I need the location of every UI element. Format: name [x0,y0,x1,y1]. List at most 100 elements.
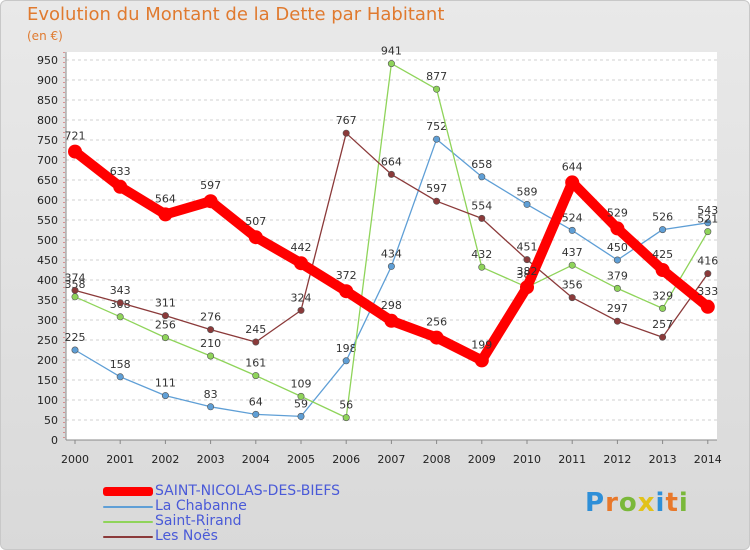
data-point-les-no-s [387,170,395,178]
y-tick-label: 500 [37,234,58,247]
y-tick-label: 400 [37,274,58,287]
data-label-saint-rirand: 256 [155,319,176,332]
data-label-les-no-s: 343 [110,284,131,297]
x-tick-label: 2012 [603,453,631,466]
data-label-la-chabanne: 111 [155,377,176,390]
data-point-saint-nicolas-des-biefs [429,330,444,345]
data-point-saint-nicolas-des-biefs [294,256,308,271]
data-label-les-no-s: 554 [471,199,492,212]
data-label-saint-nicolas-des-biefs: 564 [155,192,176,205]
data-label-saint-nicolas-des-biefs: 633 [110,165,131,178]
data-label-la-chabanne: 526 [652,211,673,224]
data-label-saint-nicolas-des-biefs: 298 [381,299,402,312]
data-point-la-chabanne [207,403,215,411]
data-label-saint-rirand: 358 [65,278,86,291]
data-point-la-chabanne [342,357,350,365]
data-point-les-no-s [704,270,712,278]
y-tick-label: 550 [37,214,58,227]
legend-swatch [103,487,153,496]
y-tick-label: 700 [37,154,58,167]
legend-swatch [103,506,153,508]
data-point-les-no-s [478,214,486,222]
data-label-les-no-s: 767 [336,114,357,127]
data-point-saint-nicolas-des-biefs [113,179,128,194]
data-point-la-chabanne [478,173,486,181]
data-label-saint-nicolas-des-biefs: 529 [607,206,628,219]
data-point-les-no-s [568,294,576,302]
data-label-saint-nicolas-des-biefs: 597 [200,179,221,192]
data-label-saint-nicolas-des-biefs: 372 [336,269,357,282]
data-label-les-no-s: 324 [291,291,312,304]
data-label-les-no-s: 664 [381,155,402,168]
data-point-saint-nicolas-des-biefs [520,280,534,295]
data-label-saint-nicolas-des-biefs: 721 [65,130,86,143]
data-label-saint-rirand: 161 [245,357,266,370]
data-label-saint-rirand: 56 [339,399,353,412]
legend-swatch [103,536,153,538]
data-point-les-no-s [433,197,441,205]
y-tick-label: 600 [37,194,58,207]
data-point-la-chabanne [659,226,667,234]
data-point-saint-rirand [433,85,441,93]
data-point-la-chabanne [613,256,621,264]
data-label-la-chabanne: 658 [471,158,492,171]
y-tick-label: 100 [37,394,58,407]
data-label-saint-rirand: 941 [381,45,402,58]
x-tick-label: 2001 [106,453,134,466]
data-label-la-chabanne: 198 [336,342,357,355]
data-label-saint-rirand: 109 [291,377,312,390]
data-label-saint-nicolas-des-biefs: 199 [471,338,492,351]
brand-logo: Proxiti [585,488,689,518]
data-label-saint-nicolas-des-biefs: 425 [652,248,673,261]
x-tick-label: 2008 [423,453,451,466]
y-tick-label: 950 [37,54,58,67]
data-point-la-chabanne [116,373,124,381]
data-label-saint-rirand: 877 [426,70,447,83]
brand-letter: t [665,488,679,518]
y-tick-label: 0 [51,434,58,447]
y-tick-label: 900 [37,74,58,87]
x-tick-label: 2005 [287,453,315,466]
data-point-saint-nicolas-des-biefs [565,175,580,190]
data-point-saint-nicolas-des-biefs [68,144,82,159]
legend-label: Les Noës [155,528,218,544]
data-point-saint-nicolas-des-biefs [610,221,625,236]
data-label-la-chabanne: 752 [426,120,447,133]
data-label-saint-rirand: 379 [607,269,628,282]
x-tick-label: 2010 [513,453,541,466]
data-point-les-no-s [161,312,169,320]
data-point-saint-nicolas-des-biefs [158,207,173,222]
y-tick-label: 150 [37,374,58,387]
data-label-saint-nicolas-des-biefs: 644 [562,160,583,173]
y-tick-label: 200 [37,354,58,367]
data-point-saint-rirand [478,263,486,271]
data-label-la-chabanne: 543 [697,204,718,217]
data-point-saint-nicolas-des-biefs [474,353,489,368]
data-point-saint-nicolas-des-biefs [248,230,263,245]
data-label-les-no-s: 257 [652,318,673,331]
data-point-saint-nicolas-des-biefs [384,313,399,328]
x-tick-label: 2004 [242,453,270,466]
x-tick-label: 2006 [332,453,360,466]
data-label-saint-rirand: 329 [652,289,673,302]
brand-letter: o [618,488,638,518]
data-label-saint-nicolas-des-biefs: 442 [291,241,312,254]
data-point-la-chabanne [387,262,395,270]
data-point-les-no-s [71,286,79,294]
data-label-la-chabanne: 589 [517,185,538,198]
data-point-la-chabanne [161,392,169,400]
data-point-saint-rirand [568,261,576,269]
data-point-la-chabanne [704,219,712,227]
data-label-saint-nicolas-des-biefs: 507 [245,215,266,228]
x-tick-label: 2002 [151,453,179,466]
data-label-les-no-s: 416 [697,255,718,268]
data-label-la-chabanne: 158 [110,358,131,371]
data-point-saint-rirand [342,414,350,422]
data-point-la-chabanne [297,412,305,420]
data-label-la-chabanne: 225 [65,331,86,344]
data-label-saint-rirand: 432 [471,248,492,261]
data-label-saint-rirand: 437 [562,246,583,259]
data-point-saint-rirand [387,60,395,68]
data-point-saint-rirand [207,352,215,360]
y-tick-label: 350 [37,294,58,307]
